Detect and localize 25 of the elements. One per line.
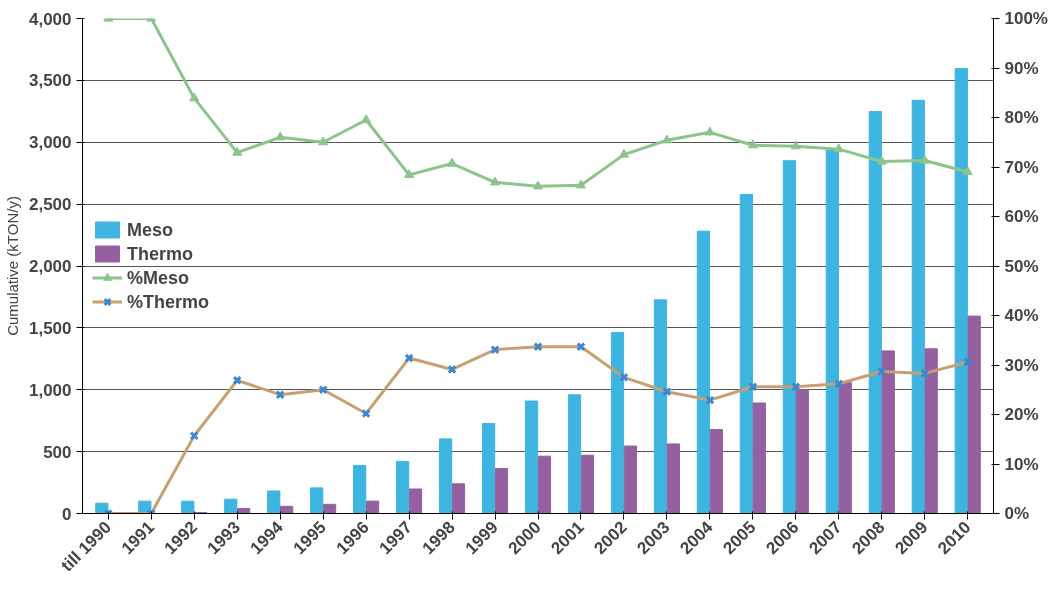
- y-tick-label: 2,000: [28, 257, 72, 276]
- y2-tick-label: 90%: [1004, 58, 1039, 78]
- y2-tick-label: 10%: [1004, 454, 1039, 474]
- y2-tick-label: 40%: [1004, 306, 1039, 325]
- y2-tick-label: 60%: [1004, 207, 1039, 226]
- legend-label: Thermo: [127, 243, 194, 264]
- y-tick-label: 3,000: [28, 133, 72, 153]
- y2-tick-label: 50%: [1004, 256, 1039, 276]
- y-axis-title: Cumulative (kTON/y): [3, 196, 21, 336]
- legend-label: Meso: [127, 219, 174, 240]
- y2-tick-label: 30%: [1004, 355, 1039, 375]
- legend-label: %Meso: [127, 267, 190, 288]
- y-tick-label: 2,500: [28, 195, 72, 215]
- y-tick-label: 1,500: [28, 318, 72, 338]
- y2-tick-label: 20%: [1004, 405, 1039, 424]
- y-tick-label: 4,000: [28, 9, 72, 29]
- y-tick-label: 3,500: [28, 71, 72, 91]
- y2-tick-label: 80%: [1004, 108, 1039, 127]
- y2-tick-label: 0%: [1004, 504, 1030, 523]
- y-tick-label: 1,000: [28, 380, 72, 400]
- y-tick-label: 500: [43, 442, 72, 462]
- y2-tick-label: 100%: [1004, 9, 1048, 28]
- y2-tick-label: 70%: [1004, 157, 1039, 177]
- legend-label: %Thermo: [127, 291, 210, 312]
- y-tick-label: 0: [62, 504, 72, 524]
